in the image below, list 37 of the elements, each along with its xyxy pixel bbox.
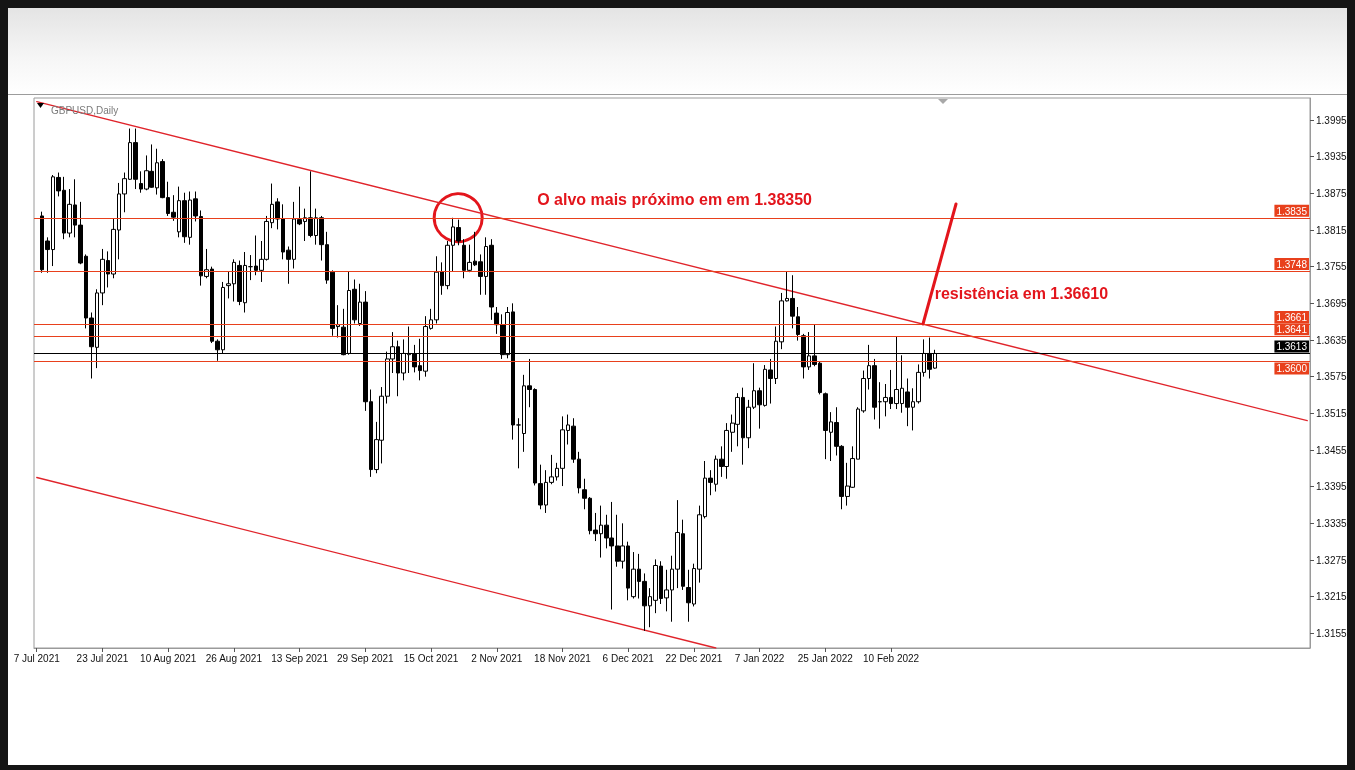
y-tick-label: 1.3635 [1316, 334, 1348, 346]
y-tick-label: 1.3215 [1316, 591, 1348, 603]
x-tick-label: 7 Jul 2021 [13, 652, 61, 664]
y-tick-label: 1.3455 [1316, 444, 1348, 456]
x-tick-label: 10 Aug 2021 [140, 652, 197, 664]
annotation: O alvo mais próximo em em 1.38350 [537, 191, 813, 209]
y-tick-label: 1.3335 [1316, 517, 1348, 529]
ref-line-label: 1.3661 [1276, 312, 1308, 324]
x-tick-label: 18 Nov 2021 [534, 652, 592, 664]
x-tick-label: 22 Dec 2021 [665, 652, 723, 664]
ref-line-label: 1.3835 [1276, 205, 1308, 217]
x-tick-label: 29 Sep 2021 [336, 652, 395, 664]
ref-line-label: 1.3748 [1276, 258, 1308, 270]
y-tick-label: 1.3515 [1316, 407, 1348, 419]
x-tick-label: 6 Dec 2021 [602, 652, 655, 664]
y-tick-label: 1.3995 [1316, 114, 1348, 126]
x-tick-label: 10 Feb 2022 [862, 652, 920, 664]
x-tick-label: 15 Oct 2021 [403, 652, 459, 664]
y-tick-label: 1.3575 [1316, 371, 1348, 383]
y-tick-label: 1.3395 [1316, 481, 1348, 493]
y-tick-label: 1.3815 [1316, 224, 1348, 236]
ref-line-label: 1.3613 [1276, 341, 1308, 353]
ref-line-label: 1.3600 [1276, 363, 1308, 375]
y-tick-label: 1.3755 [1316, 261, 1348, 273]
y-tick-label: 1.3935 [1316, 151, 1348, 163]
annotation: resistência em 1.36610 [934, 284, 1109, 302]
x-tick-label: 23 Jul 2021 [76, 652, 129, 664]
y-tick-label: 1.3155 [1316, 627, 1348, 639]
x-tick-label: 26 Aug 2021 [205, 652, 263, 664]
y-tick-label: 1.3695 [1316, 297, 1348, 309]
ref-line-label: 1.3641 [1276, 324, 1308, 336]
x-tick-label: 13 Sep 2021 [271, 652, 329, 664]
y-tick-label: 1.3875 [1316, 187, 1348, 199]
y-tick-label: 1.3275 [1316, 554, 1348, 566]
x-tick-label: 7 Jan 2022 [734, 652, 785, 664]
x-tick-label: 25 Jan 2022 [797, 652, 854, 664]
x-tick-label: 2 Nov 2021 [471, 652, 523, 664]
